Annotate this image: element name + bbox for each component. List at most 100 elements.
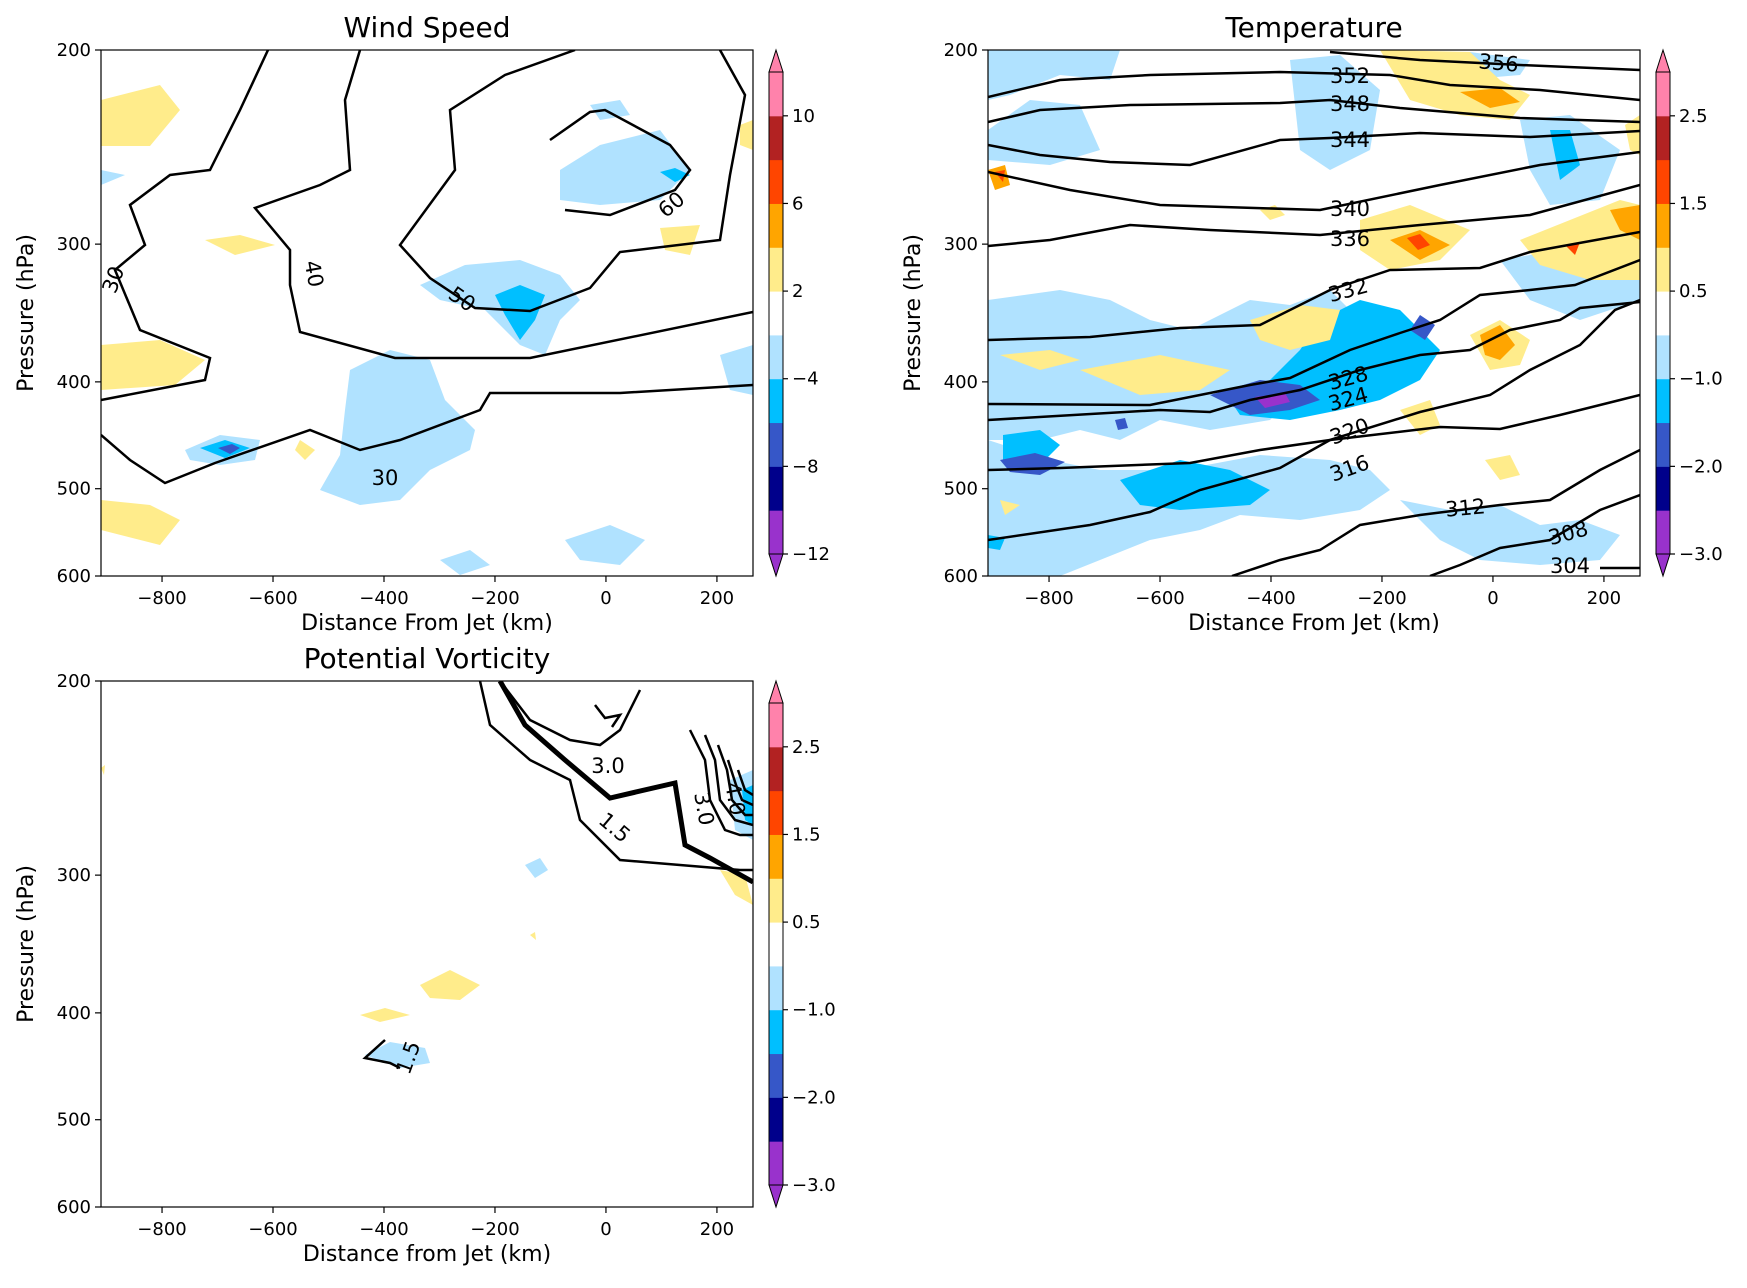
fill-positive [1000, 350, 1080, 370]
colorbar-tick-label: −12 [792, 544, 830, 565]
line-contours [101, 50, 753, 485]
fill-negative [440, 550, 490, 575]
contour-line [101, 383, 753, 485]
x-tick-label: 0 [1487, 588, 1498, 609]
colorbar-extend-max [1655, 48, 1671, 73]
colorbar-band [1656, 510, 1670, 555]
y-tick-label: 400 [57, 1003, 91, 1024]
fill-positive [295, 440, 315, 460]
contour-line [497, 681, 753, 885]
contour-label: 320 [1327, 413, 1373, 449]
colorbar-band [769, 1009, 783, 1055]
fill-positive [1625, 115, 1640, 155]
colorbar-frame [768, 71, 784, 555]
contour-line [988, 393, 1640, 542]
colorbar-tick-label: 0.5 [1679, 281, 1708, 302]
x-tick-label: −800 [137, 1219, 186, 1240]
panel-potential-vorticity: Potential Vorticity 3.0 [101, 642, 753, 1077]
y-tick-label: 200 [57, 40, 91, 61]
contour-line [736, 769, 753, 797]
x-tick-label: −200 [1357, 588, 1406, 609]
y-tick-label: 400 [57, 372, 91, 393]
contour-line [499, 681, 642, 747]
plot-frame [987, 49, 1641, 577]
colorbar-band [769, 466, 783, 511]
colorbar-tick-label: −8 [792, 456, 819, 477]
colorbar: −3.0 −2.0 −1.0 0.5 1.5 2.5 [1655, 48, 1723, 578]
colorbar-band [769, 1053, 783, 1098]
y-axis-label: Pressure (hPa) [14, 865, 39, 1023]
colorbar-band [769, 1141, 783, 1186]
colorbar-band [769, 1097, 783, 1142]
contour-line [688, 729, 753, 837]
colorbar: −3.0 −2.0 −1.0 0.5 1.5 2.5 [768, 679, 836, 1209]
y-tick-label: 400 [944, 372, 978, 393]
fill-negative [420, 260, 580, 355]
y-tick-label: 600 [944, 566, 978, 587]
contour-label: 348 [1330, 92, 1370, 116]
fill-negative [1120, 460, 1270, 510]
y-tick-label: 500 [944, 479, 978, 500]
y-tick-label: 300 [57, 234, 91, 255]
x-tick-label: −600 [248, 1219, 297, 1240]
fill-negative [218, 444, 240, 454]
line-contours-bold [497, 681, 753, 885]
y-tick-label: 600 [57, 566, 91, 587]
fill-negative [560, 130, 690, 205]
colorbar-tick-label: 2 [792, 281, 803, 302]
contour-label: 3.0 [689, 790, 718, 827]
contour-line [988, 258, 1640, 407]
colorbar-tick-label: −3.0 [792, 1175, 836, 1196]
y-tick-label: 500 [57, 479, 91, 500]
contour-line [988, 230, 1640, 342]
fill-positive [1485, 455, 1520, 480]
colorbar-band [769, 291, 783, 336]
y-axis-label: Pressure (hPa) [901, 234, 926, 392]
y-tick-label: 600 [57, 1197, 91, 1218]
colorbar-band [769, 247, 783, 292]
contour-label: 312 [1444, 494, 1486, 521]
fill-positive [101, 500, 180, 545]
contour-label: 30 [372, 466, 399, 490]
fill-positive [1407, 234, 1430, 250]
colorbar-band [769, 115, 783, 161]
colorbar-band [1656, 203, 1670, 248]
axes-layer: −800 −600 −400 −200 0 200200300400500600Dista… [14, 40, 1723, 1267]
x-tick-label: −800 [1024, 588, 1073, 609]
contour-label: 336 [1330, 227, 1370, 251]
x-tick-label: −400 [359, 588, 408, 609]
contour-label: 304 [1550, 554, 1590, 578]
colorbar-band [769, 746, 783, 792]
x-axis-label: Distance From Jet (km) [301, 611, 553, 636]
fill-negative [525, 858, 548, 878]
contour-line [252, 50, 753, 360]
line-contours [988, 50, 1640, 576]
fill-positive [1610, 205, 1640, 240]
colorbar-tick-label: −1.0 [792, 1000, 836, 1021]
fill-positive [660, 225, 700, 255]
panel-temperature: Temperature [988, 11, 1640, 578]
colorbar-band [1656, 72, 1670, 117]
y-tick-label: 300 [57, 865, 91, 886]
fill-positive [1000, 500, 1020, 515]
contour-line [988, 98, 1640, 124]
x-tick-label: −400 [359, 1219, 408, 1240]
contour-line [478, 681, 753, 872]
panel-title: Wind Speed [343, 11, 510, 44]
fill-negative [1400, 500, 1620, 565]
colorbar-band [1656, 466, 1670, 511]
colorbar-extend-min [768, 1184, 784, 1209]
filled-contours [101, 85, 753, 575]
x-tick-label: 0 [600, 1219, 611, 1240]
colorbar-band [1656, 422, 1670, 467]
contour-line [549, 108, 692, 217]
contour-label: 356 [1478, 49, 1520, 76]
contour-line [703, 734, 753, 827]
y-tick-label: 500 [57, 1110, 91, 1131]
colorbar-extend-min [1655, 553, 1671, 578]
plot-frame [100, 49, 754, 577]
fill-positive [205, 235, 275, 255]
filled-contours [988, 50, 1640, 576]
plot-frame [100, 680, 754, 1208]
fill-positive [101, 85, 180, 146]
